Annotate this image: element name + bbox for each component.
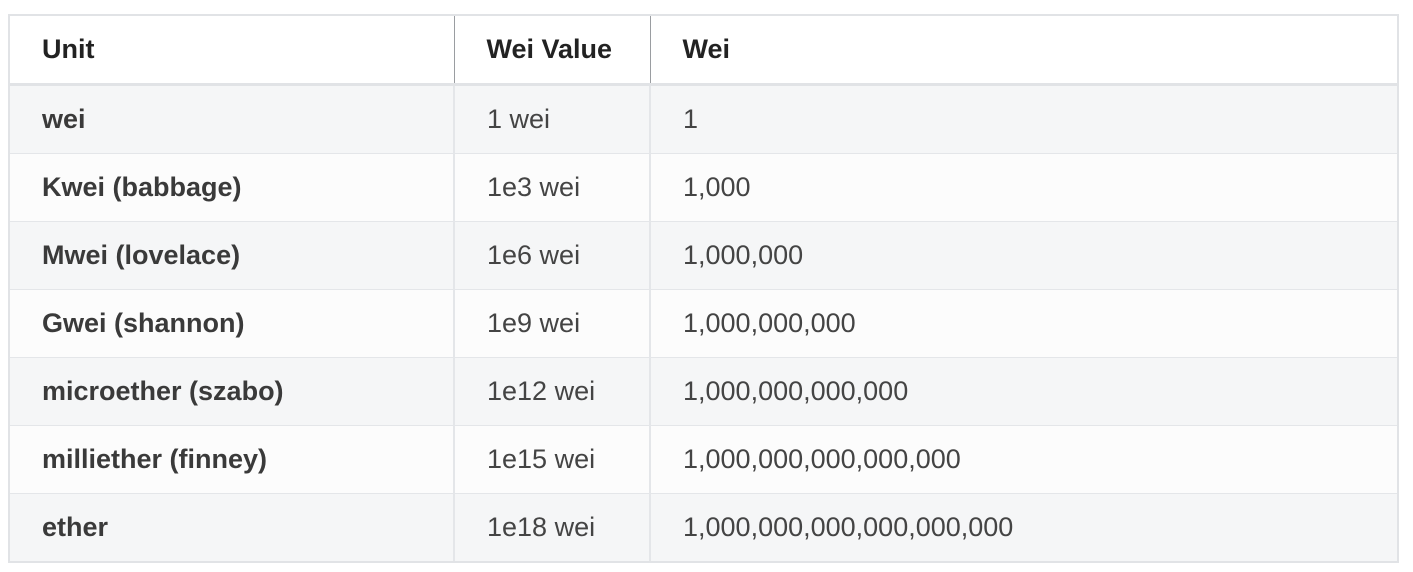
wei-cell: 1,000,000,000,000,000,000 — [649, 493, 1397, 561]
table-header: Unit Wei Value Wei — [10, 16, 1397, 86]
wei-cell: 1,000,000,000 — [649, 289, 1397, 358]
unit-cell: Kwei (babbage) — [10, 153, 454, 222]
unit-cell: ether — [10, 493, 454, 561]
wei-value-cell: 1e15 wei — [453, 425, 650, 494]
header-row: Unit Wei Value Wei — [10, 16, 1397, 86]
unit-cell: wei — [10, 84, 454, 154]
unit-cell: Mwei (lovelace) — [10, 221, 454, 290]
wei-cell: 1,000,000 — [649, 221, 1397, 290]
wei-value-cell: 1e18 wei — [453, 493, 650, 561]
table-row: Mwei (lovelace) 1e6 wei 1,000,000 — [10, 221, 1397, 290]
wei-cell: 1,000,000,000,000,000 — [649, 425, 1397, 494]
table-row: ether 1e18 wei 1,000,000,000,000,000,000 — [10, 493, 1397, 561]
unit-cell: milliether (finney) — [10, 425, 454, 494]
unit-cell: microether (szabo) — [10, 357, 454, 426]
wei-value-cell: 1e3 wei — [453, 153, 650, 222]
unit-table-container: Unit Wei Value Wei wei 1 wei 1 Kwei (bab… — [8, 14, 1399, 563]
wei-cell: 1 — [649, 84, 1397, 154]
table-row: microether (szabo) 1e12 wei 1,000,000,00… — [10, 357, 1397, 426]
header-wei: Wei — [649, 16, 1397, 86]
header-unit: Unit — [10, 16, 454, 86]
wei-value-cell: 1e12 wei — [453, 357, 650, 426]
unit-cell: Gwei (shannon) — [10, 289, 454, 358]
table-row: Kwei (babbage) 1e3 wei 1,000 — [10, 153, 1397, 222]
wei-cell: 1,000,000,000,000 — [649, 357, 1397, 426]
header-wei-value: Wei Value — [453, 16, 650, 86]
wei-cell: 1,000 — [649, 153, 1397, 222]
table-row: wei 1 wei 1 — [10, 84, 1397, 154]
wei-value-cell: 1e6 wei — [453, 221, 650, 290]
wei-value-cell: 1 wei — [453, 84, 650, 154]
ether-units-table: Unit Wei Value Wei wei 1 wei 1 Kwei (bab… — [10, 16, 1397, 561]
table-row: Gwei (shannon) 1e9 wei 1,000,000,000 — [10, 289, 1397, 358]
table-row: milliether (finney) 1e15 wei 1,000,000,0… — [10, 425, 1397, 494]
wei-value-cell: 1e9 wei — [453, 289, 650, 358]
table-body: wei 1 wei 1 Kwei (babbage) 1e3 wei 1,000… — [10, 84, 1397, 561]
